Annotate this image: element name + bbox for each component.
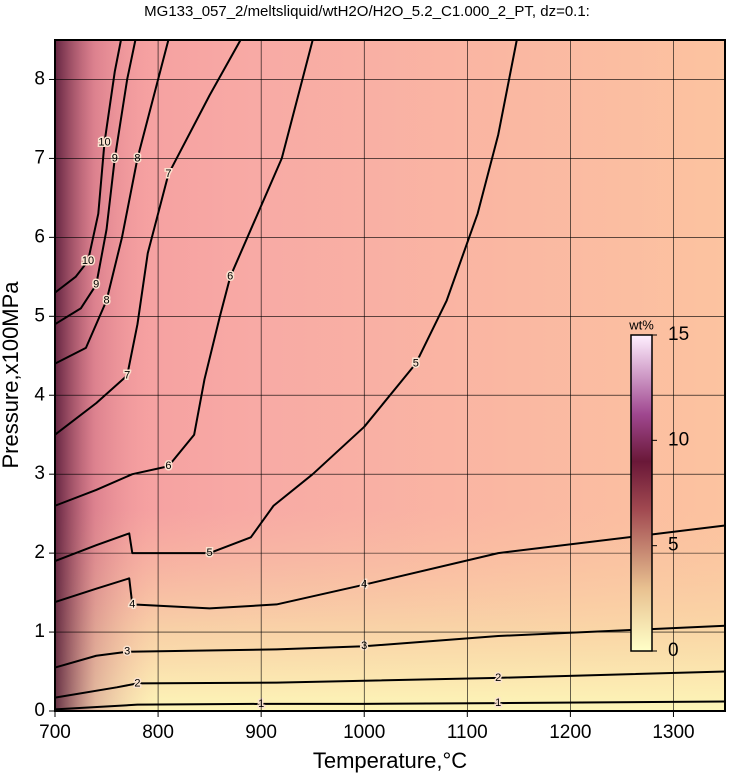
x-tick-label: 900: [245, 722, 277, 743]
contour-label: 2: [495, 672, 501, 684]
plot-frame: [54, 39, 726, 712]
x-tick-label: 1000: [343, 722, 385, 743]
y-axis-title: Pressure,x100MPa: [0, 281, 23, 469]
contour-line: [54, 624, 726, 669]
contour-line: [54, 39, 242, 436]
colorbar-tick-label: 5: [668, 535, 679, 556]
x-tick-label: 1300: [652, 722, 694, 743]
y-tick-label: 2: [34, 542, 45, 563]
y-tick-label: 3: [34, 463, 45, 484]
colorbar: [630, 334, 653, 652]
contour-label: 2: [134, 677, 140, 689]
contour-label: 1: [495, 697, 501, 709]
field-shade: [55, 40, 725, 711]
x-tick-label: 1200: [549, 722, 591, 743]
y-tick-label: 5: [34, 305, 45, 326]
x-tick-label: 800: [142, 722, 174, 743]
contour-label: 6: [165, 460, 171, 472]
contour-label: 6: [227, 271, 233, 283]
contour-label: 7: [165, 168, 171, 180]
colorbar-tick-label: 10: [668, 429, 689, 450]
contour-line: [54, 524, 726, 610]
y-tick-label: 8: [34, 68, 45, 89]
x-tick-label: 700: [39, 722, 71, 743]
y-tick-label: 1: [34, 621, 45, 642]
contour-label: 7: [124, 369, 130, 381]
contour-label: 3: [124, 646, 130, 658]
contour-label: 9: [93, 279, 99, 291]
contour-line: [54, 39, 518, 562]
contour-label: 10: [98, 137, 110, 149]
contour-label: 10: [82, 255, 94, 267]
y-tick-label: 6: [34, 226, 45, 247]
contour-label: 5: [413, 358, 419, 370]
contour-label: 4: [129, 598, 135, 610]
x-tick-label: 1100: [447, 722, 488, 743]
contour-line: [54, 700, 726, 711]
contour-line: [54, 670, 726, 699]
contour-label: 8: [103, 294, 109, 306]
contour-line: [54, 39, 122, 294]
x-axis-title: Temperature,°C: [313, 748, 467, 773]
y-tick-label: 4: [34, 384, 45, 405]
colorbar-label: wt%: [628, 317, 654, 332]
chart-title: MG133_057_2/meltsliquid/wtH2O/H2O_5.2_C1…: [144, 3, 590, 20]
y-tick-label: 7: [34, 147, 45, 168]
colorbar-tick-label: 0: [668, 640, 679, 661]
colorbar-tick-label: 15: [668, 324, 689, 345]
y-tick-label: 0: [34, 700, 45, 721]
